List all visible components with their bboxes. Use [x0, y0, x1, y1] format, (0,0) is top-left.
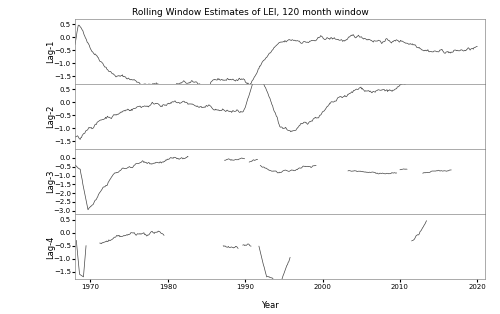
Y-axis label: Lag-1: Lag-1 — [46, 40, 56, 63]
Text: Year: Year — [261, 301, 279, 310]
Y-axis label: Lag-2: Lag-2 — [46, 105, 56, 128]
Y-axis label: Lag-4: Lag-4 — [46, 235, 56, 258]
Y-axis label: Lag-3: Lag-3 — [46, 170, 56, 193]
Text: Rolling Window Estimates of LEI, 120 month window: Rolling Window Estimates of LEI, 120 mon… — [132, 8, 368, 17]
